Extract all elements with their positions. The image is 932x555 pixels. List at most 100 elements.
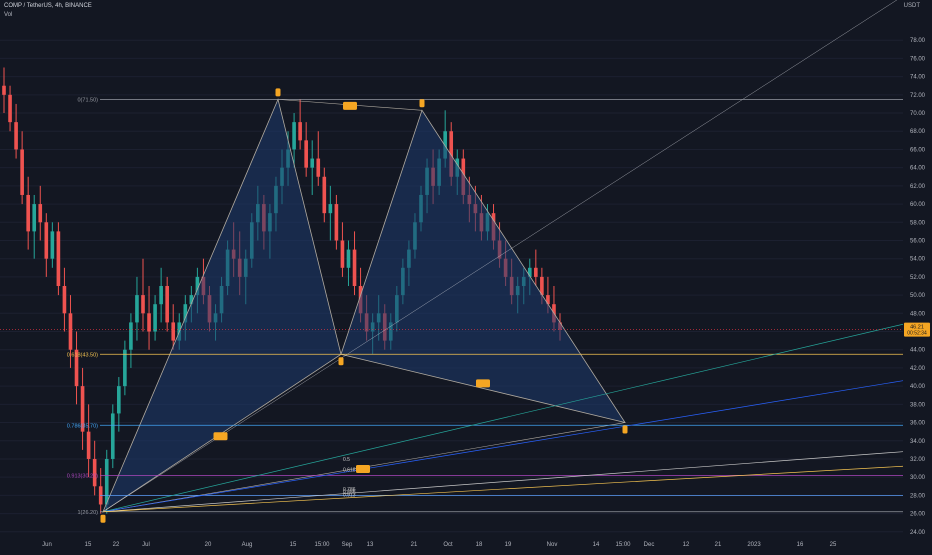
candle-body: [449, 131, 454, 177]
candle-body: [110, 413, 115, 459]
candle-body: [346, 249, 351, 268]
candle-body: [141, 295, 145, 314]
candle-body: [183, 304, 188, 323]
x-tick-label: 22: [113, 542, 120, 548]
point-d-marker[interactable]: [622, 425, 628, 434]
ratio-ac-marker[interactable]: [343, 101, 357, 110]
candle-body: [2, 85, 6, 95]
x-tick-label: 14: [593, 542, 600, 548]
fib-level-label: 0.618(43.50): [67, 352, 98, 358]
y-tick-label: 68.00: [910, 129, 926, 135]
point-b-marker[interactable]: [338, 357, 344, 366]
candle-body: [8, 94, 12, 123]
x-tick-label: 16: [797, 542, 804, 548]
candle-body: [298, 122, 302, 141]
current-price-value: 46.21: [910, 325, 924, 331]
fan-label: 0.5: [343, 457, 350, 463]
y-tick-label: 72.00: [910, 93, 926, 99]
candle-body: [117, 386, 121, 414]
candle-body: [165, 286, 169, 323]
candle-body: [153, 304, 157, 332]
y-tick-label: 56.00: [910, 238, 926, 244]
y-tick-label: 52.00: [910, 275, 926, 281]
y-tick-label: 26.00: [910, 512, 926, 518]
y-tick-label: 60.00: [910, 202, 926, 208]
y-tick-label: 70.00: [910, 111, 926, 117]
candle-body: [534, 267, 538, 277]
candle-body: [443, 131, 447, 159]
x-tick-label: 15:00: [314, 542, 330, 548]
candle-body: [74, 349, 79, 387]
candle-body: [86, 431, 91, 459]
fib-level-label: 0.786(35.70): [67, 423, 98, 429]
x-tick-label: Nov: [547, 542, 558, 548]
fan-line: [102, 465, 904, 513]
candle-body: [104, 458, 109, 505]
fib-level-label: 0(71.50): [78, 97, 99, 103]
x-tick-label: 21: [411, 542, 418, 548]
harmonic-pattern[interactable]: [102, 0, 903, 513]
candle-body: [14, 122, 18, 150]
time-axis[interactable]: Jun 15 22 Jul 20 Aug 15 15:00 Sep 13 21 Oct 18 19 Nov 1…: [42, 542, 837, 548]
y-tick-label: 66.00: [910, 147, 926, 153]
candle-body: [44, 222, 49, 259]
current-price-countdown: 00:52:34: [907, 331, 927, 337]
candle-body: [50, 231, 55, 259]
y-tick-label: 24.00: [910, 530, 926, 536]
candle-body: [540, 276, 544, 296]
x-tick-label: 13: [367, 542, 374, 548]
fan-line: [102, 451, 904, 513]
candle-body: [129, 322, 133, 350]
y-tick-label: 38.00: [910, 402, 926, 408]
y-tick-label: 40.00: [910, 384, 926, 390]
y-tick-label: 30.00: [910, 475, 926, 481]
x-tick-label: 19: [505, 542, 512, 548]
point-c-marker[interactable]: [419, 99, 425, 108]
point-a-marker[interactable]: [275, 88, 281, 97]
candle-body: [527, 267, 532, 277]
ratio-xd-marker[interactable]: [356, 464, 370, 473]
y-tick-label: 58.00: [910, 220, 926, 226]
x-tick-label: 15:00: [615, 542, 631, 548]
y-tick-label: 36.00: [910, 421, 926, 427]
fib-level-label: 0.913(30.20): [67, 473, 98, 479]
candle-body: [56, 231, 61, 286]
candle-body: [26, 194, 30, 232]
candle-body: [352, 249, 357, 286]
candle-body: [189, 295, 194, 305]
y-tick-label: 62.00: [910, 184, 926, 190]
y-tick-label: 42.00: [910, 366, 926, 372]
candle-body: [292, 122, 296, 150]
x-tick-label: 18: [476, 542, 483, 548]
candle-body: [304, 140, 308, 168]
price-axis[interactable]: 24.00 26.00 28.00 30.00 32.00 34.00 36.00 38.00…: [0, 38, 930, 536]
fan-label: 0.913: [343, 492, 356, 498]
current-price-badge[interactable]: [904, 322, 930, 337]
ratio-bd-marker[interactable]: [476, 379, 490, 388]
x-tick-label: 21: [715, 542, 722, 548]
volume-label: Vol: [4, 12, 13, 18]
x-tick-label: Oct: [443, 542, 453, 548]
y-tick-label: 48.00: [910, 311, 926, 317]
point-x-marker[interactable]: [100, 514, 106, 523]
pattern-markers[interactable]: [100, 88, 628, 523]
ratio-xb-marker[interactable]: [213, 432, 228, 441]
currency-label: USDT: [903, 3, 920, 9]
candle-body: [123, 349, 127, 387]
fan-label: 0.786: [343, 487, 356, 493]
candle-body: [92, 458, 97, 487]
x-tick-label: 12: [683, 542, 690, 548]
x-tick-label: 2023: [747, 542, 761, 548]
fan-label: 0.886: [343, 490, 356, 496]
x-tick-label: Sep: [342, 542, 353, 548]
candle-body: [310, 158, 315, 168]
candle-body: [316, 158, 321, 177]
pattern-triangle-bcd[interactable]: [340, 109, 626, 424]
symbol-title[interactable]: COMP / TetherUS, 4h, BINANCE: [4, 3, 92, 9]
x-tick-label: 20: [205, 542, 212, 548]
candle-body: [546, 295, 550, 305]
candle-body: [340, 240, 345, 268]
